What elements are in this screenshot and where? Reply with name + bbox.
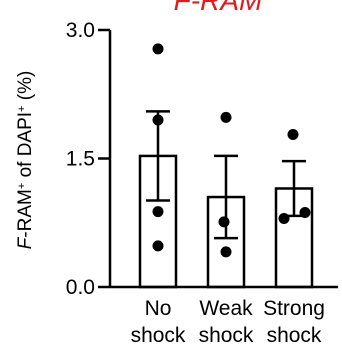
x-axis: No shock Weak shock Strong shock	[110, 285, 338, 347]
y-axis-label-mid: of DAPI	[15, 112, 36, 183]
y-axis-label-main: -RAM	[15, 189, 36, 238]
data-point-2-1	[299, 206, 311, 218]
data-point-1-0	[220, 111, 232, 123]
chart-title: F-RAM	[174, 0, 263, 16]
x-tick-label-1-0: Weak	[199, 297, 253, 320]
y-tick-label-2: 3.0	[66, 19, 95, 42]
x-tick-label-2-1: shock	[267, 324, 322, 347]
data-point-2-2	[278, 212, 290, 224]
x-tick-label-1-1: shock	[199, 324, 254, 347]
data-point-0-0	[152, 43, 164, 55]
y-axis: 0.0 1.5 3.0	[66, 19, 112, 299]
x-tick-label-0-1: shock	[131, 324, 186, 347]
data-point-1-2	[220, 246, 232, 258]
y-tick-label-1: 1.5	[66, 148, 95, 171]
y-axis-label: F-RAM+ of DAPI+ (%)	[15, 71, 36, 250]
y-tick-label-0: 0.0	[66, 276, 95, 299]
y-axis-label-sup2: +	[16, 106, 28, 112]
bars	[138, 43, 314, 289]
data-point-0-2	[152, 206, 164, 218]
data-point-0-3	[152, 240, 164, 252]
x-tick-label-2-0: Strong	[263, 297, 325, 320]
data-point-0-1	[152, 114, 164, 126]
data-point-1-1	[218, 216, 230, 228]
data-point-2-0	[287, 129, 299, 141]
y-axis-label-sup1: +	[16, 183, 28, 189]
x-tick-label-0-0: No	[145, 297, 172, 320]
y-axis-label-prefix: F	[15, 236, 36, 249]
y-axis-label-suffix: (%)	[15, 71, 36, 106]
